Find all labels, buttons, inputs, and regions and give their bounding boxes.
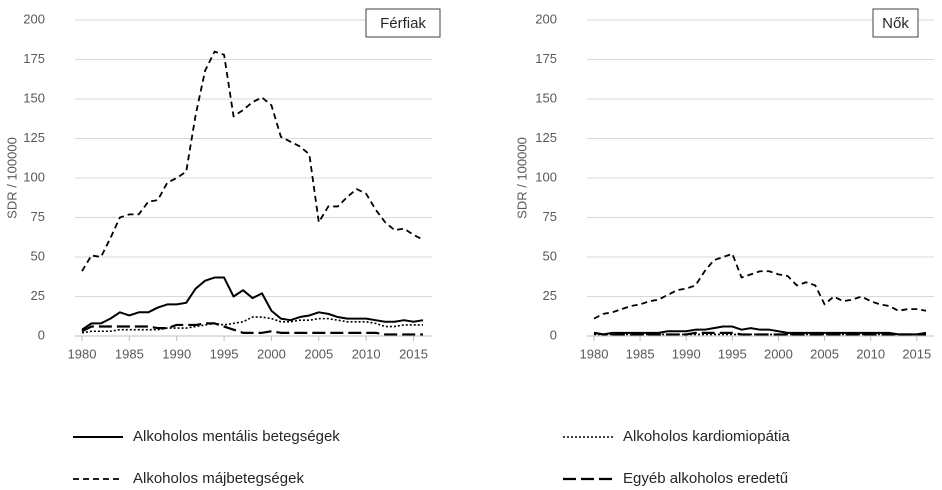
y-tick-label: 100 [23,169,45,184]
x-tick-label: 1995 [210,346,239,361]
chart-title: Nők [882,15,909,32]
series-line [81,322,423,336]
series-line [593,252,927,320]
y-tick-label: 25 [543,288,557,303]
x-tick-label: 2010 [856,346,885,361]
y-tick-label: 125 [23,130,45,145]
x-tick-label: 2015 [902,346,931,361]
x-tick-label: 2015 [399,346,428,361]
x-tick-label: 2000 [764,346,793,361]
legend-label: Alkoholos mentális betegségek [133,428,340,445]
x-tick-label: 2005 [304,346,333,361]
x-tick-label: 1990 [672,346,701,361]
y-tick-label: 0 [38,327,45,342]
chart-title: Férfiak [380,15,426,32]
y-tick-label: 200 [23,11,45,26]
y-axis-label: SDR / 100000 [514,137,529,219]
y-tick-label: 150 [23,90,45,105]
y-tick-label: 175 [23,51,45,66]
series-line [81,276,424,331]
x-tick-label: 1980 [580,346,609,361]
y-axis-label: SDR / 100000 [4,137,19,219]
series-line [81,50,424,272]
y-tick-label: 100 [535,169,557,184]
x-tick-label: 2005 [810,346,839,361]
title-box [365,8,441,38]
y-tick-label: 200 [535,11,557,26]
x-tick-label: 1985 [626,346,655,361]
legend-label: Egyéb alkoholos eredetű [623,470,788,487]
x-tick-label: 1990 [162,346,191,361]
y-tick-label: 75 [543,209,557,224]
title-box [872,8,919,38]
y-tick-label: 125 [535,130,557,145]
legend-label: Alkoholos kardiomiopátia [623,428,790,445]
y-tick-label: 50 [543,248,557,263]
x-tick-label: 1985 [115,346,144,361]
y-tick-label: 50 [31,248,45,263]
y-tick-label: 175 [535,51,557,66]
series-line [593,331,926,336]
x-tick-label: 2000 [257,346,286,361]
legend-label: Alkoholos májbetegségek [133,470,304,487]
y-tick-label: 0 [550,327,557,342]
x-tick-label: 1980 [68,346,97,361]
series-line [593,325,927,336]
x-tick-label: 2010 [352,346,381,361]
series-line [81,316,423,334]
y-tick-label: 150 [535,90,557,105]
y-tick-label: 75 [31,209,45,224]
y-tick-label: 25 [31,288,45,303]
x-tick-label: 1995 [718,346,747,361]
